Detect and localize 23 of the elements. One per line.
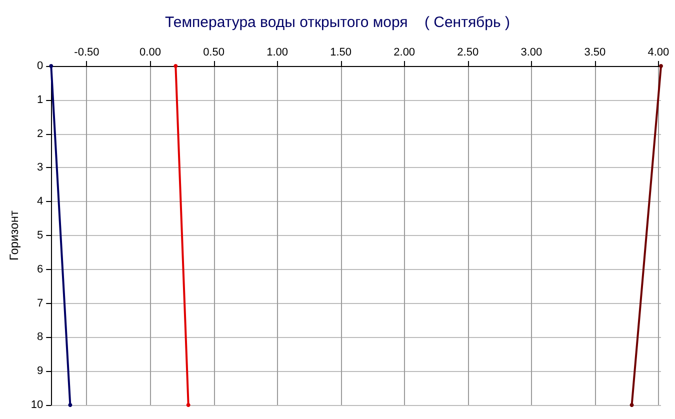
x-tick-label: -0.50 (74, 46, 100, 58)
chart-title: Температура воды открытого моря ( Сентябрь ) (165, 14, 510, 31)
y-tick-label: 9 (37, 365, 44, 378)
x-tick-label: 2.50 (457, 46, 479, 58)
y-tick-label: 6 (37, 263, 44, 276)
y-tick-label: 0 (37, 60, 44, 72)
y-tick-label: 5 (37, 230, 44, 242)
x-tick-label: 0.00 (140, 46, 161, 58)
y-tick-label: 10 (30, 399, 44, 411)
y-tick-label: 3 (37, 162, 44, 174)
x-tick-label: 3.00 (520, 46, 542, 58)
x-tick-label: 2.00 (394, 46, 416, 58)
y-tick-label: 1 (37, 94, 44, 106)
x-tick-label: 4.00 (648, 46, 670, 58)
x-tick-label: 3.50 (584, 46, 606, 58)
y-tick-label: 7 (37, 297, 44, 310)
y-axis-title: Горизонт (7, 210, 21, 260)
y-tick-label: 8 (37, 331, 44, 344)
y-tick-label: 2 (37, 128, 44, 140)
x-tick-label: 0.50 (203, 46, 224, 58)
x-tick-label: 1.00 (266, 46, 288, 58)
x-tick-label: 1.50 (330, 46, 352, 58)
y-tick-label: 4 (37, 196, 44, 208)
